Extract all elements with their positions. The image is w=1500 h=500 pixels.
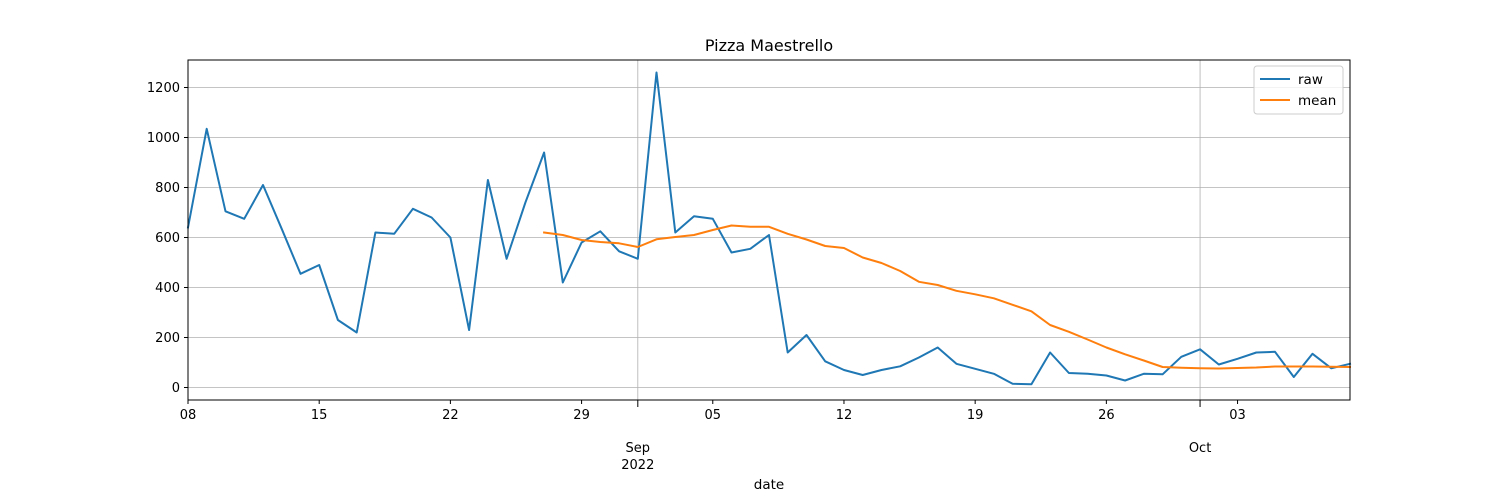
grid-lines: [188, 60, 1350, 400]
x-year-label: 2022: [621, 458, 654, 473]
x-tick-label: 19: [967, 408, 984, 423]
legend: raw mean: [1253, 65, 1344, 115]
legend-label-raw: raw: [1298, 72, 1323, 88]
legend-label-mean: mean: [1298, 93, 1336, 109]
x-axis-ticks: 08 15 22 29 Sep 2022 05 12 19 26 Oct 03: [180, 400, 1246, 473]
y-axis-ticks: 0 200 400 600 800 1000 1200: [147, 81, 188, 396]
x-tick-label: 26: [1098, 408, 1115, 423]
x-major-tick-label: Oct: [1189, 441, 1211, 456]
x-major-tick-label: Sep: [626, 441, 651, 456]
x-axis-title: date: [754, 477, 784, 493]
x-tick-label: 08: [180, 408, 197, 423]
series-lines: [186, 71, 1352, 386]
plot-area-frame: [187, 59, 1351, 401]
series-line-raw: [186, 71, 1352, 386]
y-tick-label: 600: [155, 231, 180, 246]
x-tick-label: 22: [442, 408, 459, 423]
x-tick-label: 12: [836, 408, 853, 423]
x-tick-label: 05: [705, 408, 722, 423]
y-tick-label: 200: [155, 331, 180, 346]
y-tick-label: 800: [155, 181, 180, 196]
chart-title: Pizza Maestrello: [705, 36, 833, 55]
y-tick-label: 0: [172, 381, 180, 396]
x-tick-label: 29: [573, 408, 590, 423]
x-tick-label: 15: [311, 408, 328, 423]
y-tick-label: 1000: [147, 131, 180, 146]
y-tick-label: 400: [155, 281, 180, 296]
series-line-mean: [542, 224, 1352, 370]
y-tick-label: 1200: [147, 81, 180, 96]
x-tick-label: 03: [1229, 408, 1246, 423]
